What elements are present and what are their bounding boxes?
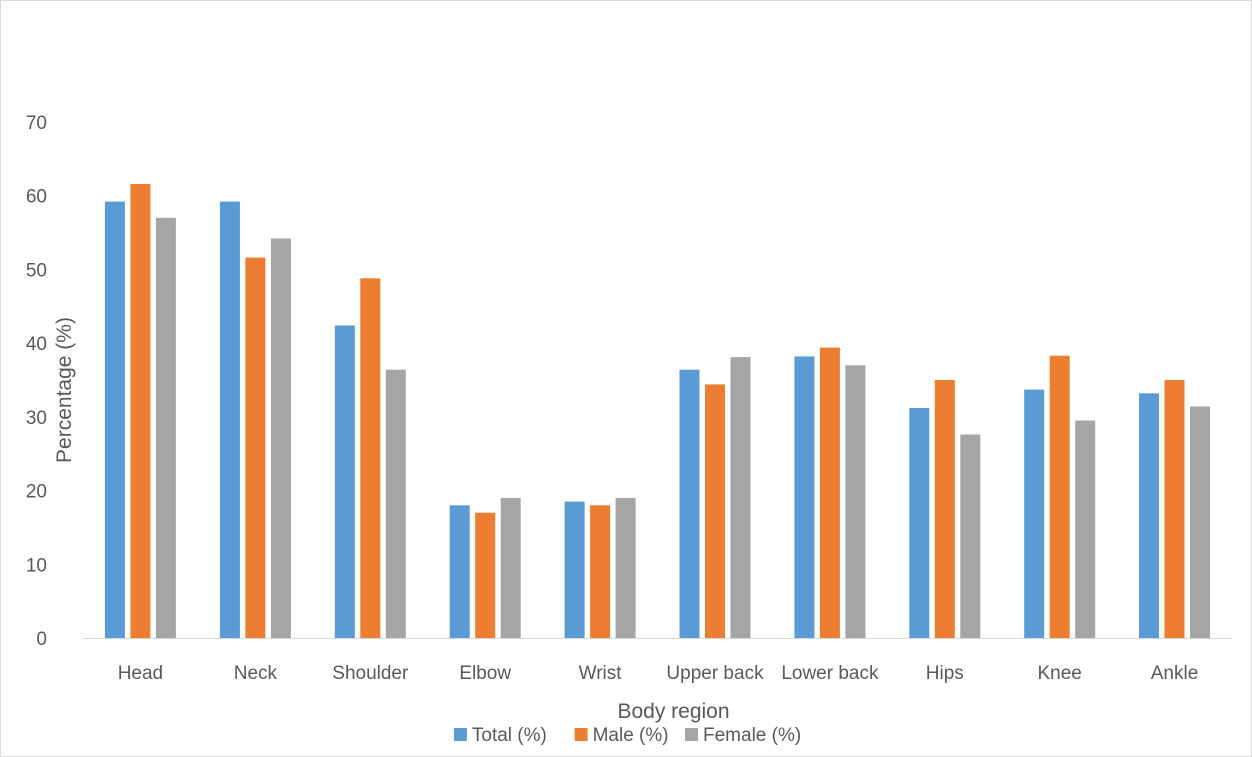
bar — [794, 356, 815, 638]
bar — [360, 278, 381, 638]
legend-swatch — [453, 728, 467, 741]
legend-swatch — [685, 728, 698, 741]
legend: Total (%) Male (%) Female (%) — [453, 725, 801, 746]
y-tick-label: 20 — [26, 482, 47, 503]
x-tick-label: Ankle — [1151, 663, 1199, 684]
bar — [819, 347, 840, 638]
x-tick-label: Head — [118, 663, 163, 684]
bar — [934, 380, 955, 638]
bar — [270, 238, 291, 638]
y-axis-title: Percentage (%) — [53, 317, 76, 463]
bar — [1139, 393, 1159, 638]
bar — [475, 512, 496, 638]
bar — [909, 408, 930, 638]
y-tick-label: 60 — [26, 187, 47, 208]
bar — [104, 201, 125, 638]
bars-layer — [104, 183, 1210, 639]
bar — [730, 357, 751, 638]
bar — [449, 505, 470, 638]
bar — [564, 501, 585, 638]
bar — [960, 434, 981, 638]
y-tick-label: 50 — [26, 260, 47, 281]
bar — [385, 369, 406, 638]
y-tick-label: 0 — [36, 629, 47, 650]
bar — [705, 384, 725, 638]
x-tick-label: Wrist — [579, 663, 623, 684]
bar — [845, 365, 866, 638]
bar — [615, 497, 636, 638]
bar — [1049, 355, 1070, 638]
x-tick-label: Lower back — [781, 663, 879, 684]
legend-label: Male (%) — [593, 725, 669, 746]
y-tick-label: 70 — [26, 113, 47, 134]
bar — [500, 497, 521, 638]
y-tick-label: 30 — [26, 408, 47, 429]
bar — [1075, 420, 1096, 638]
bar — [590, 505, 611, 638]
y-tick-label: 40 — [26, 334, 47, 355]
x-tick-labels: Head Neck Shoulder Elbow Wrist Upper back Lowe… — [118, 663, 1199, 684]
bar — [130, 183, 151, 638]
y-tick-labels: 0 10 20 30 40 50 60 70 — [26, 113, 47, 650]
x-tick-label: Knee — [1038, 663, 1082, 684]
legend-label: Total (%) — [472, 725, 547, 746]
legend-swatch — [574, 728, 588, 741]
bar — [155, 217, 176, 639]
bar — [219, 201, 240, 638]
bar — [334, 325, 355, 638]
legend-label: Female (%) — [703, 725, 801, 746]
bar — [1190, 406, 1210, 638]
bar — [1164, 380, 1185, 638]
y-tick-label: 10 — [26, 555, 47, 576]
x-tick-label: Hips — [926, 663, 964, 684]
x-tick-label: Neck — [234, 663, 278, 684]
x-tick-label: Shoulder — [332, 663, 409, 684]
bar — [679, 369, 700, 638]
bar — [1024, 389, 1045, 638]
x-tick-label: Elbow — [459, 663, 511, 684]
bar — [245, 257, 266, 638]
x-axis-title: Body region — [617, 700, 729, 723]
x-tick-label: Upper back — [666, 663, 764, 684]
